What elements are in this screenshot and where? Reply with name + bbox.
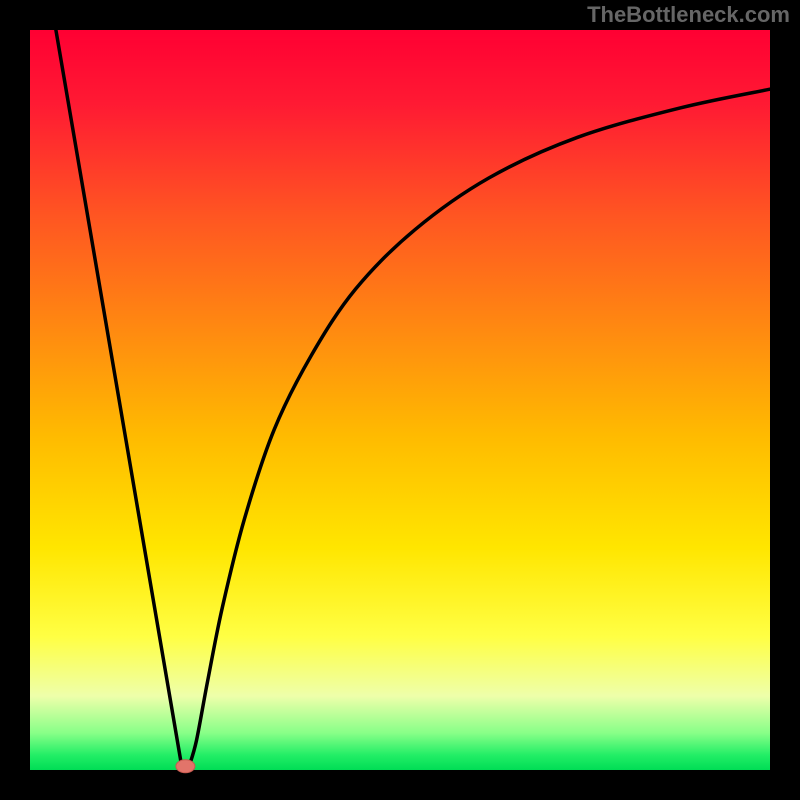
bottleneck-chart xyxy=(0,0,800,800)
minimum-marker xyxy=(176,760,195,773)
chart-plot-area xyxy=(30,30,770,770)
watermark-label: TheBottleneck.com xyxy=(587,2,790,28)
